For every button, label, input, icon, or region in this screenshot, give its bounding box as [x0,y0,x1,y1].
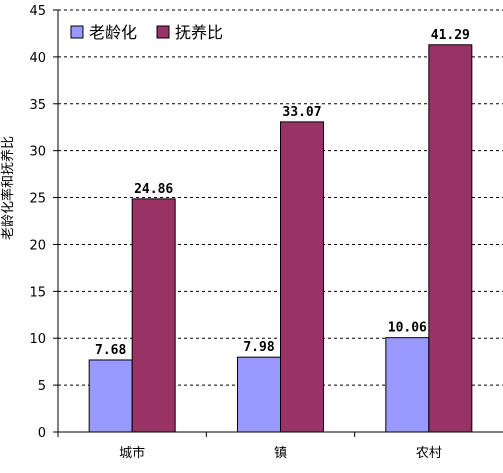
x-tick-label: 镇 [274,446,287,461]
y-tick-label: 40 [29,51,46,66]
y-tick-label: 20 [29,238,46,253]
y-tick-label: 10 [29,332,46,347]
y-tick-label: 35 [29,98,46,113]
data-label: 24.86 [134,182,173,197]
bar [428,44,473,433]
data-label: 10.06 [388,321,427,336]
data-label: 7.68 [95,343,126,358]
y-tick-label: 0 [38,426,46,441]
bars [88,44,473,433]
bar [88,359,133,433]
bar [385,337,430,433]
x-tick-label: 农村 [416,446,442,461]
labels: 7.68 24.86 城市 7.98 33.07 镇 10.06 41.29 农村 [95,28,470,461]
bar [280,121,324,433]
legend-label: 抚养比 [175,23,223,42]
y-tick-label: 30 [29,145,46,160]
axes: 0 5 10 15 20 25 30 35 40 45 [29,4,503,441]
data-label: 33.07 [282,105,321,120]
legend-swatch [70,25,84,39]
y-tick-label: 5 [38,379,46,394]
data-label: 41.29 [431,28,470,43]
legend-swatch [156,25,170,39]
y-tick-label: 45 [29,4,46,19]
y-tick-label: 25 [29,192,46,207]
bar [131,198,176,433]
legend: 老龄化 抚养比 [70,23,223,42]
legend-label: 老龄化 [89,23,137,42]
data-label: 7.98 [243,340,274,355]
y-tick-label: 15 [29,285,46,300]
x-tick-label: 城市 [119,445,145,461]
bar [237,356,281,433]
y-axis-title: 老龄化率和抚养比 [0,136,16,240]
